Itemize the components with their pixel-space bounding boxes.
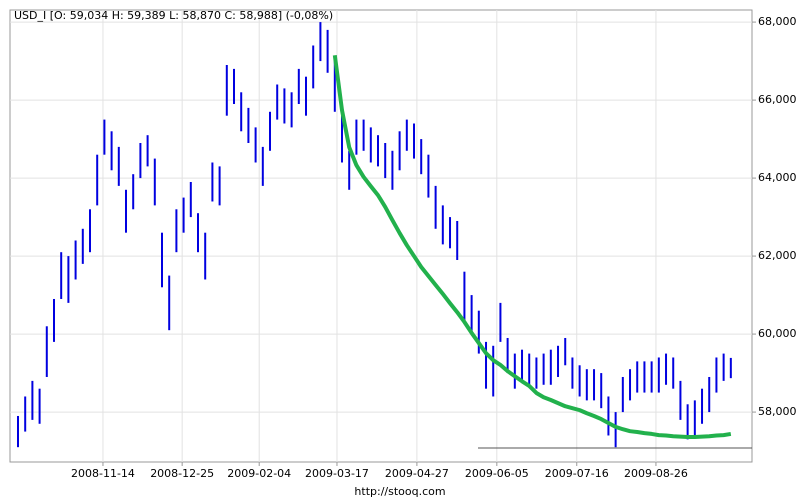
x-tick-label: 2009-08-26 <box>624 467 688 480</box>
x-tick-label: 2008-12-25 <box>150 467 214 480</box>
chart-title: USD_I [O: 59,034 H: 59,389 L: 58,870 C: … <box>14 9 333 22</box>
x-tick-label: 2009-06-05 <box>465 467 529 480</box>
y-tick-label: 58,000 <box>758 405 797 418</box>
x-tick-label: 2009-03-17 <box>305 467 369 480</box>
y-tick-label: 64,000 <box>758 171 797 184</box>
y-tick-label: 60,000 <box>758 327 797 340</box>
x-tick-label: 2008-11-14 <box>71 467 135 480</box>
y-tick-label: 68,000 <box>758 15 797 28</box>
x-tick-label: 2009-04-27 <box>385 467 449 480</box>
x-tick-label: 2009-07-16 <box>545 467 609 480</box>
y-tick-label: 62,000 <box>758 249 797 262</box>
x-tick-label: 2009-02-04 <box>227 467 291 480</box>
y-tick-label: 66,000 <box>758 93 797 106</box>
moving-average-line <box>332 54 732 440</box>
footer: http://stooq.com <box>354 485 445 498</box>
plot-frame <box>9 9 753 463</box>
